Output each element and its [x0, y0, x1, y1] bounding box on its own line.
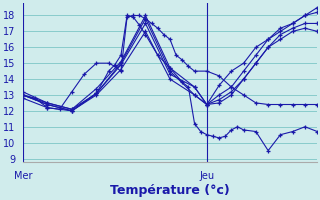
X-axis label: Température (°c): Température (°c) [110, 184, 230, 197]
